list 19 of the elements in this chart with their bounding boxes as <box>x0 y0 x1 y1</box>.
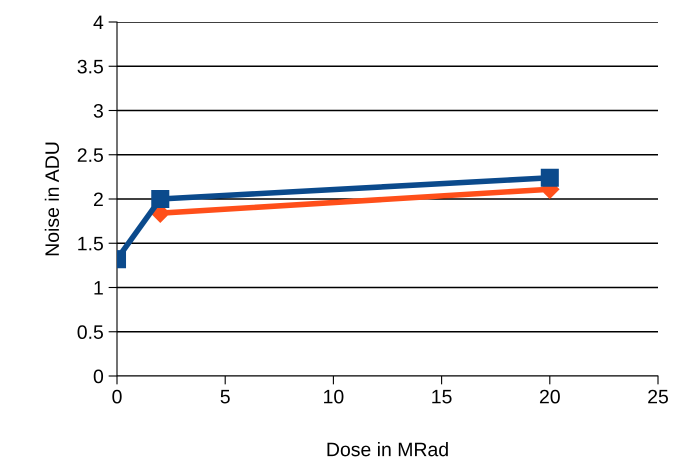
y-tick-label: 1 <box>94 281 103 295</box>
y-axis-title: Noise in ADU <box>44 142 60 256</box>
y-tick-label: 2 <box>94 192 103 206</box>
y-tick-label: 3 <box>94 104 103 118</box>
point <box>540 168 559 187</box>
x-tick-label: 20 <box>540 390 560 404</box>
x-tick-label: 15 <box>432 390 452 404</box>
point <box>151 190 170 208</box>
x-tick-label: 0 <box>112 390 122 404</box>
y-tick-label: 0 <box>94 369 104 384</box>
y-tick-label: 3.5 <box>78 60 103 74</box>
y-tick-label: 0.5 <box>78 325 103 339</box>
y-tick-label: 4 <box>93 16 104 30</box>
x-tick-label: 10 <box>324 390 344 404</box>
x-axis-title: Dose in MRad <box>328 442 448 456</box>
y-tick-label: 1.5 <box>78 236 103 250</box>
x-tick-label: 5 <box>220 390 230 404</box>
y-tick-label: 2.5 <box>78 148 103 162</box>
x-tick-label: 25 <box>648 390 668 404</box>
